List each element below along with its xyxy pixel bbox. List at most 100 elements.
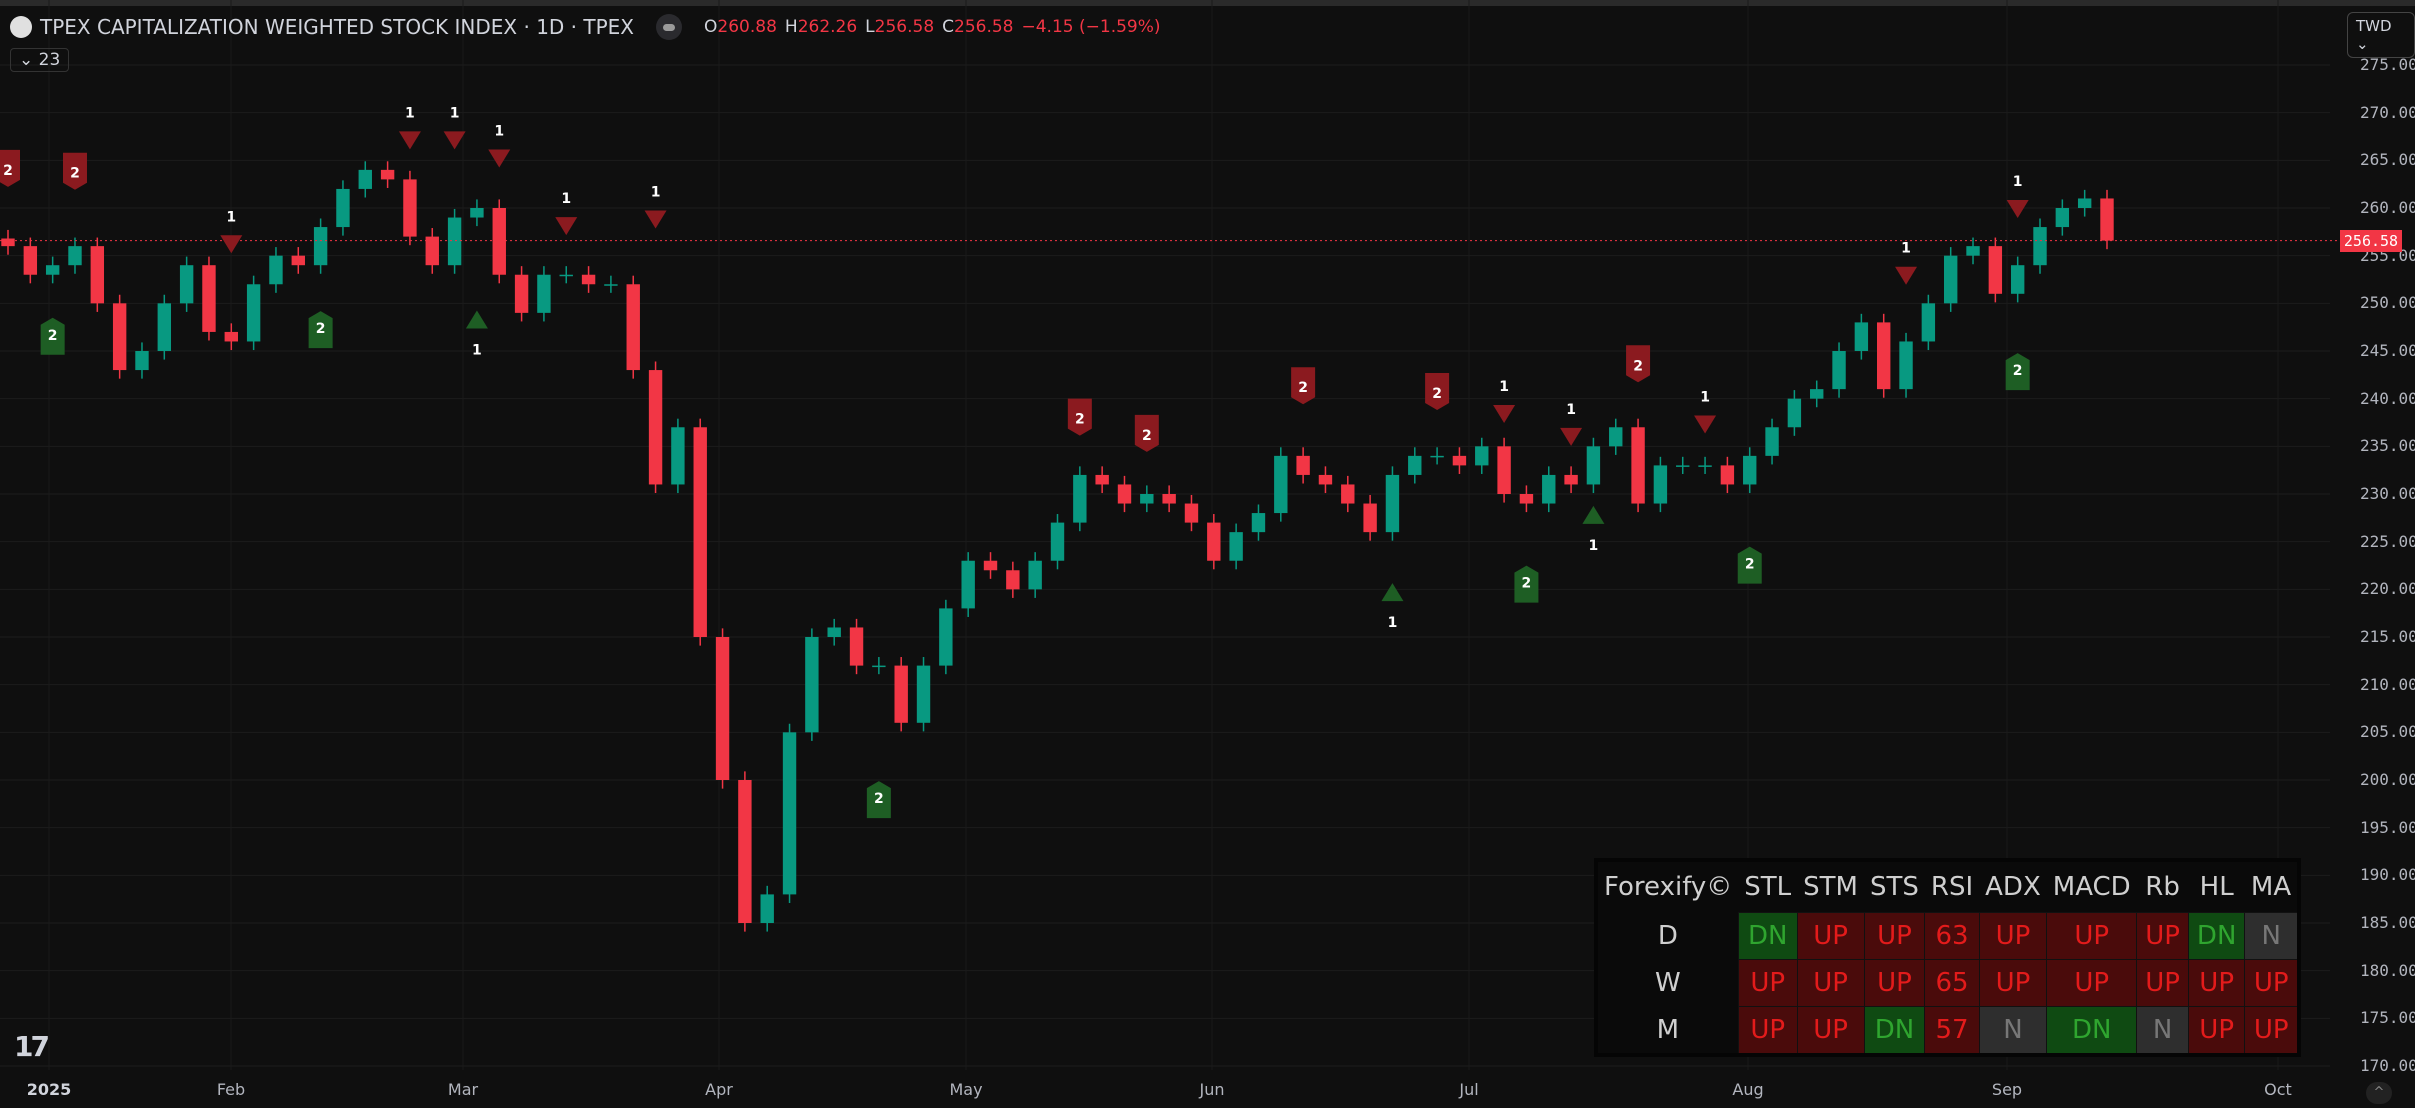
column-header: ADX — [1985, 872, 2041, 902]
candle-body — [112, 303, 127, 371]
candle-body — [447, 217, 462, 266]
price-tick: 245.00 — [2360, 341, 2415, 360]
candle — [1854, 313, 1869, 360]
candle-body — [1028, 560, 1042, 590]
candle-body — [1184, 503, 1199, 523]
candle-body — [559, 274, 573, 277]
candle — [90, 237, 105, 312]
candle-body — [1073, 474, 1087, 523]
candle-body — [1408, 455, 1422, 475]
dashboard-row: W UP UP UP 65 UP UP UP UP UP — [1596, 959, 2300, 1007]
candle — [1609, 418, 1623, 455]
badge-icon — [866, 781, 891, 819]
signal-cell: UP — [2046, 912, 2138, 960]
scroll-up-icon[interactable]: ^ — [2366, 1082, 2392, 1104]
candle — [983, 552, 998, 579]
candle — [1832, 342, 1846, 398]
candle — [135, 342, 149, 379]
candle-body — [202, 265, 216, 332]
candle-body — [1117, 484, 1132, 504]
symbol-legend: TPEX CAPITALIZATION WEIGHTED STOCK INDEX… — [10, 14, 1161, 40]
signal-cell: N — [1978, 1006, 2048, 1056]
candle — [1117, 475, 1132, 513]
signal-cell: UP — [2187, 1006, 2246, 1056]
price-tick: 170.00 — [2360, 1056, 2415, 1075]
column-header: STM — [1803, 872, 1858, 902]
symbol-title[interactable]: TPEX CAPITALIZATION WEIGHTED STOCK INDEX… — [40, 15, 635, 39]
triangle-up-icon — [465, 310, 488, 329]
candle-body — [626, 284, 640, 371]
column-header: Rb — [2145, 872, 2180, 902]
time-tick: Apr — [705, 1080, 733, 1099]
sell-signal-marker: 2 — [1134, 414, 1159, 452]
candle-body — [760, 894, 774, 923]
badge-icon — [0, 149, 20, 187]
triangle-down-icon — [488, 149, 511, 168]
signal-label: 1 — [1700, 389, 1710, 405]
signal-cell: UP — [1796, 912, 1865, 960]
candle — [827, 618, 841, 646]
candle — [112, 294, 127, 379]
dashboard-header: Forexify© STL STM STS RSI ADX MACD Rb HL MA — [1596, 860, 2299, 913]
signal-label: 2 — [1633, 358, 1643, 374]
candle-body — [1006, 570, 1020, 590]
tradingview-logo[interactable]: 17 — [14, 1030, 50, 1063]
candle-body — [1832, 351, 1846, 390]
sell-signal-marker: 2 — [1626, 345, 1651, 383]
candle — [1475, 437, 1489, 474]
price-tick: 260.00 — [2360, 198, 2415, 217]
indicators-collapse-button[interactable]: ⌄ 23 — [10, 48, 70, 72]
candle — [1787, 390, 1802, 436]
badge-icon — [62, 152, 87, 190]
signal-label: 1 — [494, 123, 504, 139]
badge-icon — [1134, 414, 1159, 452]
buy-signal-marker: 2 — [2005, 353, 2030, 391]
price-tick: 200.00 — [2360, 770, 2415, 789]
candle — [626, 275, 640, 379]
candle-body — [2033, 227, 2047, 266]
chevron-down-icon: ⌄ — [19, 50, 39, 70]
candle — [1519, 485, 1534, 513]
candle — [537, 266, 551, 322]
signal-cell: 57 — [1924, 1006, 1980, 1056]
candle-body — [1877, 322, 1891, 390]
candle-body — [45, 265, 60, 275]
signal-cell: N — [2244, 912, 2300, 960]
candle-body — [68, 246, 82, 266]
signal-cell: DN — [1863, 1006, 1926, 1056]
candle-body — [1430, 455, 1444, 458]
candle — [1385, 466, 1400, 541]
candle — [1, 229, 15, 255]
candle — [1363, 494, 1377, 541]
sell-signal-marker: 1 — [1694, 389, 1717, 434]
candle-body — [1251, 513, 1266, 533]
visibility-toggle-icon[interactable] — [656, 14, 683, 40]
candle-body — [1698, 465, 1712, 467]
triangle-down-icon — [1694, 415, 1717, 434]
candle-body — [1921, 303, 1936, 342]
candle — [1564, 466, 1578, 494]
candle-body — [827, 627, 841, 637]
candle-body — [581, 274, 596, 285]
candle — [1452, 447, 1467, 474]
candle-body — [1765, 427, 1779, 456]
candle — [1006, 561, 1020, 598]
triangle-down-icon — [1560, 427, 1583, 446]
candle — [2033, 218, 2047, 274]
signal-label: 1 — [651, 184, 661, 200]
price-tick: 215.00 — [2360, 627, 2415, 646]
currency-select[interactable]: TWD ⌄ — [2347, 12, 2415, 58]
candle — [1765, 418, 1779, 465]
time-tick: Feb — [216, 1080, 246, 1099]
sell-signal-marker: 1 — [488, 123, 511, 168]
buy-signal-marker: 2 — [866, 781, 891, 819]
time-tick: Jul — [1459, 1080, 1479, 1099]
candle — [961, 552, 975, 617]
candle-body — [425, 236, 439, 266]
candle — [492, 199, 506, 284]
badge-icon — [2005, 353, 2030, 391]
candle — [715, 628, 730, 789]
sell-signal-marker: 1 — [220, 209, 243, 254]
candle — [805, 628, 819, 741]
